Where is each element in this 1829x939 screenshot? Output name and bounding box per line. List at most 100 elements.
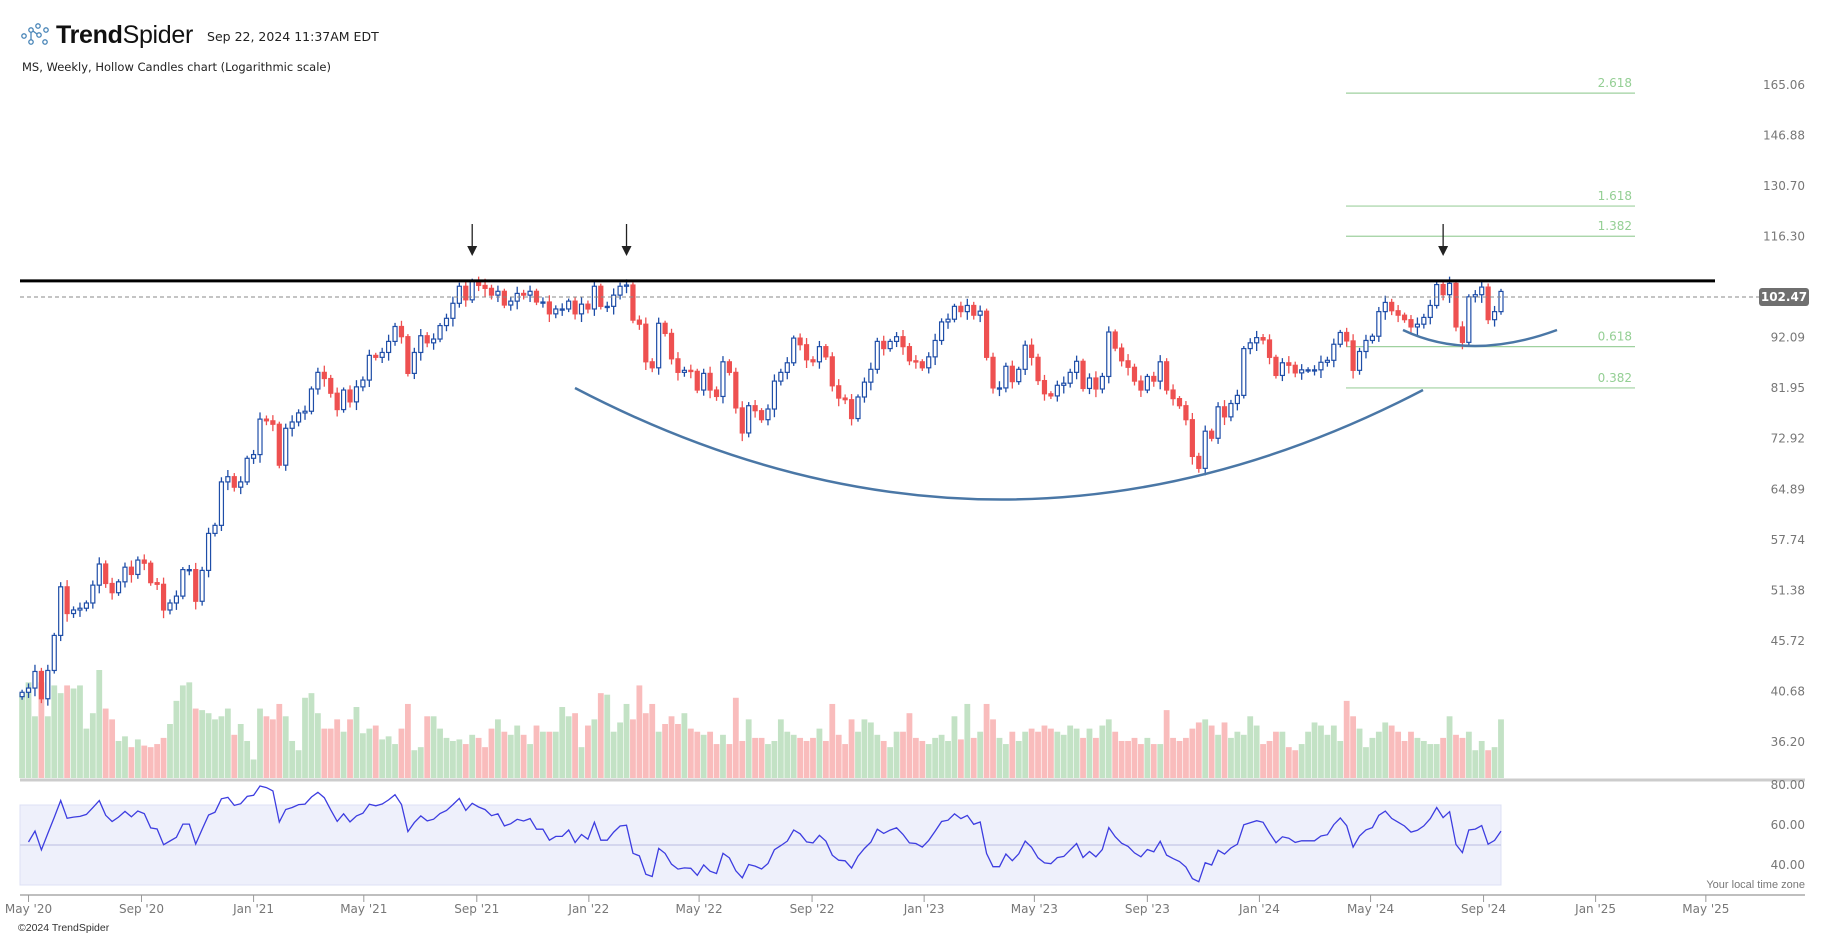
price-tick-label: 81.95 xyxy=(1771,381,1805,395)
candle-body xyxy=(784,362,790,373)
candle-body xyxy=(411,351,417,374)
volume-bar xyxy=(1375,731,1382,778)
volume-bar xyxy=(1247,716,1254,778)
volume-bar xyxy=(713,744,720,778)
volume-bar xyxy=(572,713,578,778)
volume-bar xyxy=(1285,747,1292,778)
volume-bar xyxy=(1305,731,1311,778)
candle-body xyxy=(1344,331,1350,342)
volume-bar xyxy=(842,744,849,778)
candle-body xyxy=(392,325,398,343)
candle-body xyxy=(938,321,945,342)
candle-body xyxy=(1382,301,1388,313)
cup-arc[interactable] xyxy=(574,386,1424,501)
timezone-note: Your local time zone xyxy=(1706,879,1805,891)
candle-body xyxy=(1170,389,1176,400)
brand-logo: TrendSpider xyxy=(56,21,193,50)
volume-bar xyxy=(848,719,855,778)
volume-bar xyxy=(450,740,456,778)
candle-body xyxy=(1311,369,1318,372)
volume-bar xyxy=(51,685,58,778)
volume-bar xyxy=(77,685,83,778)
volume-bar xyxy=(269,719,276,778)
candle-body xyxy=(128,566,135,576)
volume-bar xyxy=(655,731,662,778)
volume-bar xyxy=(1350,716,1357,778)
candle-body xyxy=(347,389,353,403)
volume-bar xyxy=(1453,734,1459,778)
candle-body xyxy=(945,318,951,323)
candle-body xyxy=(70,609,77,615)
candle-body xyxy=(990,356,996,389)
candle-body xyxy=(765,408,771,421)
volume-bar xyxy=(887,747,894,778)
volume-bar xyxy=(321,728,328,778)
price-axis[interactable]: 165.06 146.88 130.70 116.30 92.09 81.95 72.92 6… xyxy=(1763,78,1805,749)
candle-body xyxy=(424,335,430,344)
handle-arc[interactable] xyxy=(1402,328,1558,348)
candle-body xyxy=(694,370,700,391)
candle-body xyxy=(51,634,57,672)
fib-level-label: 2.618 xyxy=(1598,76,1632,90)
volume-bar xyxy=(237,724,244,778)
volume-bar xyxy=(134,739,141,778)
time-axis[interactable]: May '20 Sep '20 Jan '21 May '21 Sep '21 Jan '… xyxy=(5,894,1805,916)
candle-body xyxy=(1144,375,1150,391)
candle-body xyxy=(1189,419,1195,458)
volume-bar xyxy=(289,740,296,778)
volume-bar xyxy=(192,708,199,778)
candle-body xyxy=(720,361,726,398)
volume-bar xyxy=(855,731,861,778)
candle-body xyxy=(1401,314,1408,321)
candle-body xyxy=(334,392,340,411)
candle-body xyxy=(289,421,295,429)
candle-body xyxy=(231,476,237,488)
volume-bar xyxy=(379,739,386,778)
volume-bar xyxy=(835,734,842,778)
volume-bar xyxy=(437,728,443,778)
candle-body xyxy=(771,380,778,410)
volume-bar xyxy=(591,719,598,778)
volume-bar xyxy=(1420,740,1427,778)
volume-bar xyxy=(385,736,392,778)
price-tick-label: 116.30 xyxy=(1763,230,1805,244)
candle-body xyxy=(1029,344,1035,358)
candle-body xyxy=(1498,290,1504,313)
volume-bar xyxy=(83,728,90,778)
volume-bar xyxy=(1215,734,1221,778)
volume-bar xyxy=(649,703,656,778)
candle-body xyxy=(874,340,880,370)
volume-bar xyxy=(495,719,501,778)
volume-bar xyxy=(578,747,585,778)
candle-body xyxy=(1324,359,1330,363)
candle-body xyxy=(906,346,913,362)
volume-bar xyxy=(720,734,726,778)
volume-bar xyxy=(700,734,707,778)
candle-body xyxy=(315,371,321,390)
candle-body xyxy=(797,337,803,346)
candle-body xyxy=(1363,339,1369,353)
candle-body xyxy=(508,300,514,306)
candle-body xyxy=(1266,339,1273,358)
chart-subtitle: MS, Weekly, Hollow Candles chart (Logari… xyxy=(22,60,331,74)
volume-bar xyxy=(765,744,771,778)
candle-body xyxy=(283,427,289,466)
time-tick-label: May '20 xyxy=(5,902,52,916)
volume-bar xyxy=(559,707,566,778)
candle-body xyxy=(1221,406,1228,418)
candle-body xyxy=(578,303,585,315)
volume-bar xyxy=(662,724,668,778)
volume-bar xyxy=(726,744,733,778)
arrow-head-icon xyxy=(467,246,478,256)
candle-body xyxy=(77,607,83,611)
candle-body xyxy=(1228,402,1234,418)
fib-level-label: 1.618 xyxy=(1598,189,1632,203)
candle-body xyxy=(398,325,405,338)
candle-body xyxy=(1337,331,1343,345)
volume-bar xyxy=(1150,744,1157,778)
candle-body xyxy=(585,303,591,310)
volume-bar xyxy=(790,734,797,778)
candle-body xyxy=(752,405,758,412)
volume-bar xyxy=(784,731,791,778)
